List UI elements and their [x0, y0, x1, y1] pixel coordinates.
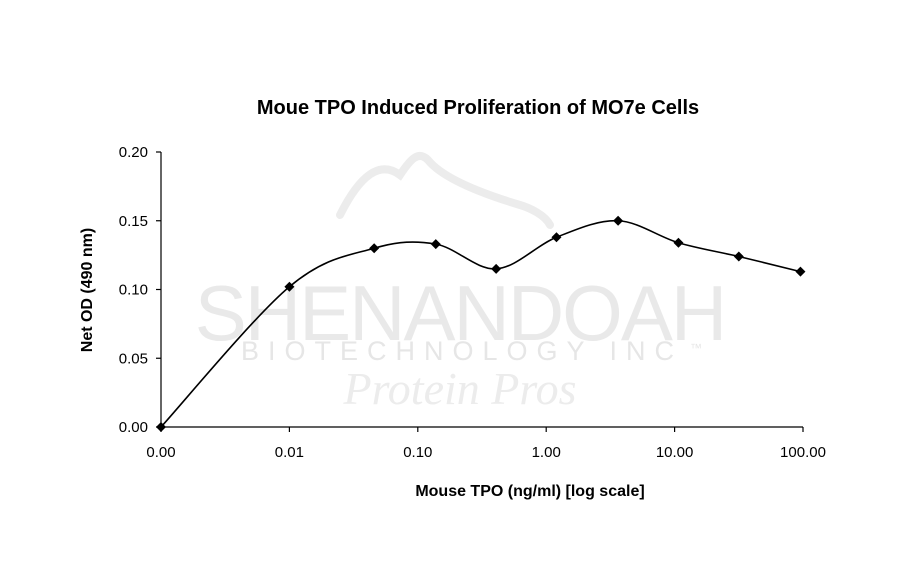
data-point-marker: [673, 237, 684, 248]
y-tick-label: 0.20: [119, 144, 148, 161]
data-point-marker: [733, 251, 744, 262]
watermark-mountain-logo: [336, 152, 554, 229]
x-tick-label: 0.01: [275, 444, 304, 461]
x-tick-label: 0.00: [146, 444, 175, 461]
y-tick-label: 0.10: [119, 282, 148, 299]
watermark-tm: ™: [690, 341, 702, 355]
y-tick-label: 0.00: [119, 419, 148, 436]
x-axis-label: Mouse TPO (ng/ml) [log scale]: [415, 483, 644, 500]
x-tick-label: 1.00: [532, 444, 561, 461]
data-point-marker: [795, 266, 806, 277]
watermark-subtitle: BIOTECHNOLOGY INC: [241, 336, 683, 366]
series-markers: [156, 215, 806, 432]
data-point-marker: [284, 281, 295, 292]
watermark-brand: SHENANDOAH: [195, 269, 725, 357]
y-axis-label: Net OD (490 nm): [79, 228, 96, 352]
y-ticks: 0.00 0.05 0.10 0.15 0.20: [119, 144, 161, 436]
data-point-marker: [613, 215, 624, 226]
y-tick-label: 0.15: [119, 213, 148, 230]
x-tick-label: 10.00: [656, 444, 694, 461]
data-point-marker: [430, 239, 441, 250]
data-point-marker: [369, 243, 380, 254]
data-point-marker: [551, 232, 562, 243]
x-tick-label: 0.10: [403, 444, 432, 461]
x-ticks: 0.00 0.01 0.10 1.00 10.00 100.00: [146, 427, 826, 461]
data-point-marker: [156, 422, 166, 432]
y-tick-label: 0.05: [119, 350, 148, 367]
watermark-tagline: Protein Pros: [343, 363, 577, 414]
data-point-marker: [491, 263, 502, 274]
x-tick-label: 100.00: [780, 444, 826, 461]
chart-title: Moue TPO Induced Proliferation of MO7e C…: [257, 97, 699, 119]
watermark: SHENANDOAH BIOTECHNOLOGY INC ™ Protein P…: [195, 152, 727, 414]
